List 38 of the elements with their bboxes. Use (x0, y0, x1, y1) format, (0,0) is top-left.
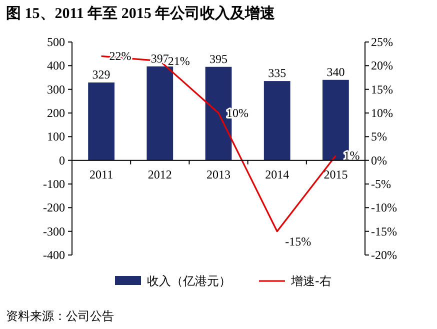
y2-tick-label: 0% (371, 153, 387, 168)
y2-tick-label: -5% (371, 177, 391, 191)
y-tick-label: -100 (43, 177, 65, 191)
data-label: -15% (285, 234, 312, 248)
y-tick-label: 300 (47, 82, 65, 96)
bar (146, 66, 174, 160)
data-label: 395 (210, 52, 228, 66)
legend-label: 增速-右 (290, 274, 332, 288)
y-tick-label: 100 (47, 130, 65, 144)
y2-tick-label: -20% (371, 248, 397, 262)
data-label: 329 (92, 67, 110, 82)
y-tick-label: -300 (43, 224, 65, 238)
y2-tick-label: 15% (371, 82, 393, 96)
data-label: 335 (268, 66, 286, 80)
data-label: 340 (326, 64, 345, 79)
y2-tick-label: -10% (371, 200, 397, 215)
x-tick-label: 2015 (324, 167, 348, 182)
x-tick-label: 2012 (148, 167, 172, 182)
x-tick-label: 2011 (90, 167, 114, 182)
y-tick-label: 0 (59, 153, 65, 168)
y-tick-label: -400 (43, 248, 65, 262)
y-tick-label: 500 (47, 35, 65, 49)
y-tick-label: -200 (43, 200, 65, 215)
y2-tick-label: 10% (371, 106, 393, 120)
bar (88, 82, 114, 160)
y2-tick-label: 5% (371, 130, 387, 144)
y2-tick-label: 25% (371, 35, 393, 49)
x-tick-label: 2013 (206, 167, 230, 182)
legend-label: 收入（亿港元） (147, 274, 231, 288)
y2-tick-label: 20% (371, 58, 393, 73)
bar (264, 81, 290, 160)
chart-title: 图 15、2011 年至 2015 年公司收入及增速 (6, 5, 276, 22)
y2-tick-label: -15% (371, 224, 397, 238)
y-tick-label: 200 (47, 106, 65, 120)
x-tick-label: 2014 (265, 167, 290, 182)
text: 资料来源：公司公告 (6, 309, 114, 323)
y-tick-label: 400 (47, 58, 65, 73)
data-label: 21% (168, 54, 190, 68)
